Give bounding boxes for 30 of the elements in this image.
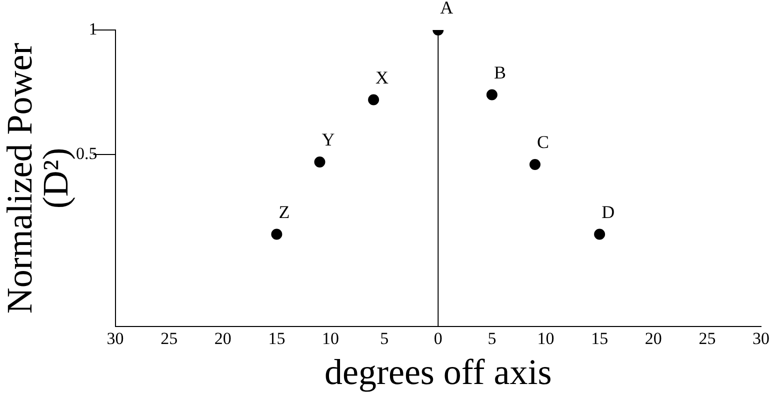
point <box>314 156 326 168</box>
point <box>529 159 540 170</box>
point <box>594 228 606 240</box>
x-tick-label: 5 <box>380 329 389 348</box>
annotation: D <box>602 202 615 222</box>
annotation: C <box>536 132 550 152</box>
x-tick-label: 15 <box>268 329 286 348</box>
y-axis-title: Normalized Power (D²) <box>0 42 76 314</box>
x-tick-label: 10 <box>322 329 339 348</box>
y-tick-label: 0.5 <box>76 144 98 164</box>
y-tick-label: 1 <box>88 19 98 38</box>
annotation: A <box>440 0 454 18</box>
x-tick-label: 0 <box>434 329 442 348</box>
point <box>368 94 380 106</box>
x-tick-label: 5 <box>488 329 496 348</box>
x-tick-label: 25 <box>160 329 178 348</box>
x-tick-label: 25 <box>698 329 716 348</box>
annotation: B <box>494 62 506 82</box>
x-tick-label: 20 <box>644 329 662 348</box>
x-tick-label: 10 <box>537 329 554 348</box>
point <box>486 89 498 100</box>
annotation: Z <box>278 202 290 222</box>
x-tick-label: 15 <box>591 329 608 348</box>
x-axis-title: degrees off axis <box>324 352 552 392</box>
annotation: Y <box>322 130 335 150</box>
x-tick-label: 20 <box>214 329 232 348</box>
point <box>271 228 282 240</box>
x-tick-label: 30 <box>106 329 124 348</box>
annotation: X <box>376 67 389 88</box>
x-tick-label: 30 <box>752 329 770 348</box>
